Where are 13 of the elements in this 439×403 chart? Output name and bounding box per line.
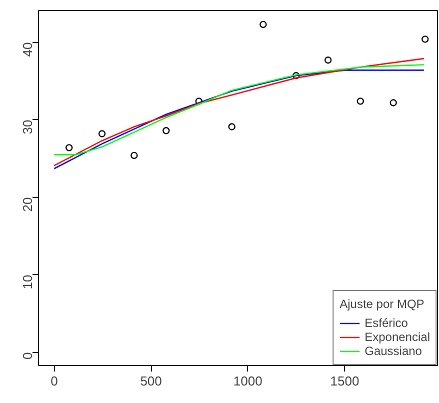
x-tick-label: 1500 — [330, 374, 360, 388]
legend-label: Gaussiano — [364, 344, 422, 358]
y-tick-label: 0 — [20, 352, 35, 360]
legend-label: Esférico — [364, 316, 408, 330]
y-tick-label: 10 — [20, 274, 35, 290]
x-tick-label: 1000 — [233, 374, 262, 388]
legend-label: Exponencial — [364, 330, 430, 344]
y-tick-label: 30 — [20, 120, 35, 134]
legend-title: Ajuste por MQP — [340, 297, 426, 311]
x-tick-label: 500 — [140, 374, 162, 388]
y-tick-label: 40 — [20, 42, 35, 57]
x-tick-label: 0 — [50, 374, 58, 388]
y-tick-label: 20 — [20, 197, 35, 212]
